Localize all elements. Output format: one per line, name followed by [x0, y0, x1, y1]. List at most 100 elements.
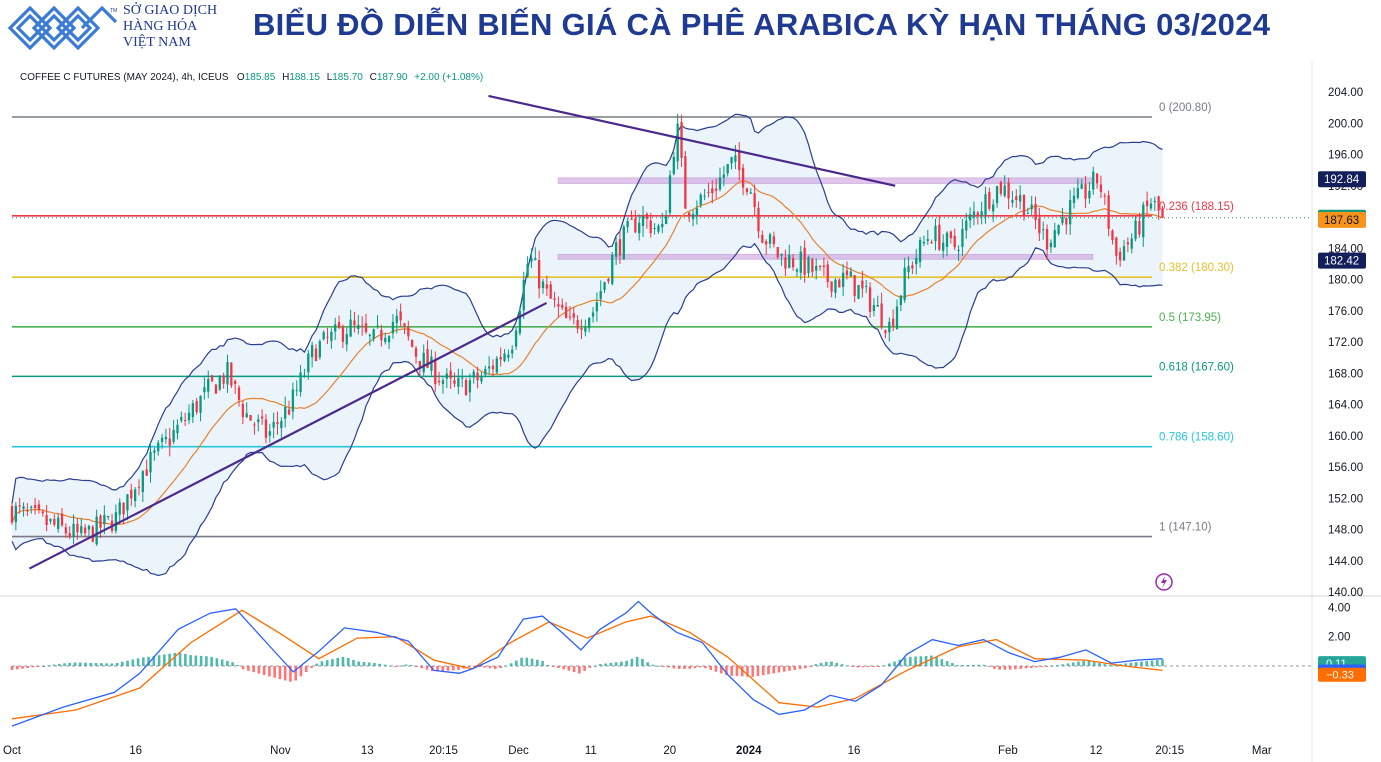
macd-histogram-bar: [872, 666, 875, 667]
candle-body: [653, 228, 656, 230]
candle-body: [980, 211, 983, 217]
macd-histogram-bar: [89, 662, 93, 666]
candle-body: [976, 212, 979, 216]
candle-body: [437, 380, 441, 383]
macd-histogram-bar: [194, 655, 198, 666]
macd-histogram-bar: [383, 664, 387, 666]
y-tick-label: 160.00: [1328, 431, 1363, 443]
candle-body: [611, 254, 614, 284]
macd-histogram-bar: [1124, 663, 1128, 666]
candle-body: [195, 401, 198, 413]
candle-body: [1045, 228, 1049, 250]
candle-body: [222, 375, 225, 384]
y-tick-label: 176.00: [1328, 306, 1363, 318]
trendline: [28, 301, 548, 570]
candle-body: [257, 419, 260, 423]
macd-histogram-bar: [530, 658, 534, 666]
macd-histogram-bar: [142, 657, 145, 666]
macd-histogram-bar: [283, 666, 287, 681]
legend-open: 185.85: [244, 72, 276, 83]
macd-histogram-bar: [1071, 662, 1075, 666]
macd-histogram-bar: [914, 656, 917, 666]
candle-body: [588, 317, 591, 329]
legend-close-label: C: [369, 72, 377, 83]
candle-body: [514, 330, 518, 347]
macd-histogram-bar: [189, 655, 192, 666]
macd-histogram-bar: [840, 664, 844, 666]
candle-body: [984, 194, 987, 215]
x-tick-label: 11: [585, 745, 597, 757]
y-tick-label: 140.00: [1328, 587, 1363, 599]
macd-histogram-bar: [809, 666, 812, 667]
macd-histogram-bar: [1029, 666, 1033, 668]
macd-histogram-bar: [515, 660, 518, 666]
y-tick-label: 172.00: [1328, 337, 1363, 349]
macd-histogram-bar: [315, 663, 318, 666]
candle-body: [172, 429, 175, 442]
x-tick-label: 20: [663, 745, 676, 757]
macd-histogram-bar: [951, 663, 954, 666]
candle-body: [1053, 230, 1056, 248]
candle-body: [137, 486, 141, 488]
candle-body: [45, 515, 48, 525]
macd-histogram-bar: [278, 666, 282, 680]
y-tick-label: 168.00: [1328, 368, 1363, 380]
price-tag-label: 187.63: [1324, 215, 1359, 227]
candle-body: [945, 232, 949, 247]
candle-body: [376, 325, 379, 327]
macd-histogram-bar: [1150, 660, 1154, 666]
macd-histogram-bar: [157, 655, 161, 666]
candle-body: [1084, 184, 1087, 199]
macd-histogram-bar: [289, 666, 292, 682]
candle-body: [33, 504, 37, 509]
macd-histogram-bar: [241, 666, 245, 670]
macd-histogram-bar: [977, 664, 980, 666]
macd-histogram-bar: [36, 666, 40, 667]
macd-histogram-bar: [1061, 664, 1064, 666]
candle-body: [334, 324, 337, 332]
macd-histogram-bar: [662, 666, 665, 667]
candle-body: [295, 389, 298, 391]
candle-body: [160, 437, 164, 443]
candle-body: [1038, 218, 1041, 234]
candle-body: [926, 239, 929, 241]
candle-body: [707, 191, 710, 193]
candle-body: [168, 438, 171, 446]
macd-histogram-bar: [173, 652, 177, 666]
legend-symbol: COFFEE C FUTURES (MAY 2024), 4h, ICEUS: [20, 72, 229, 83]
candle-body: [938, 224, 941, 250]
legend-close: 187.90: [376, 72, 408, 83]
candle-body: [472, 371, 475, 378]
candle-body: [1088, 190, 1091, 199]
candle-body: [753, 193, 756, 208]
candle-body: [1015, 196, 1018, 201]
macd-histogram-bar: [509, 663, 513, 666]
macd-histogram-bar: [798, 666, 802, 670]
y-tick-label: 148.00: [1328, 525, 1363, 537]
macd-histogram-bar: [714, 666, 718, 672]
macd-histogram-bar: [767, 666, 770, 675]
macd-histogram-bar: [956, 665, 959, 667]
legend-change: +2.00 (+1.08%): [414, 72, 484, 83]
macd-histogram-bar: [47, 665, 51, 667]
candle-body: [345, 334, 348, 345]
candle-body: [1057, 224, 1060, 234]
macd-histogram-bar: [494, 666, 497, 669]
macd-histogram-bar: [1014, 666, 1017, 670]
macd-histogram-bar: [467, 666, 471, 667]
trendline: [488, 94, 896, 187]
macd-histogram-bar: [1056, 665, 1059, 667]
chart-canvas[interactable]: 0 (200.80) 0.236 (188.15) 0.382 (180.30) 0.…: [0, 62, 1381, 762]
candle-body: [60, 513, 64, 526]
candle-body: [457, 377, 460, 387]
candle-body: [449, 370, 452, 379]
macd-histogram-bar: [378, 663, 382, 666]
fib-level-label: 0.618 (167.60): [1159, 361, 1234, 373]
macd-histogram-bar: [935, 657, 938, 666]
chart-area[interactable]: 0 (200.80) 0.236 (188.15) 0.382 (180.30) 0.…: [0, 62, 1381, 762]
macd-histogram-bar: [651, 664, 655, 666]
candle-body: [361, 325, 364, 328]
candle-body: [484, 368, 487, 375]
macd-histogram-bar: [593, 665, 597, 667]
bollinger-lower: [11, 242, 1163, 577]
